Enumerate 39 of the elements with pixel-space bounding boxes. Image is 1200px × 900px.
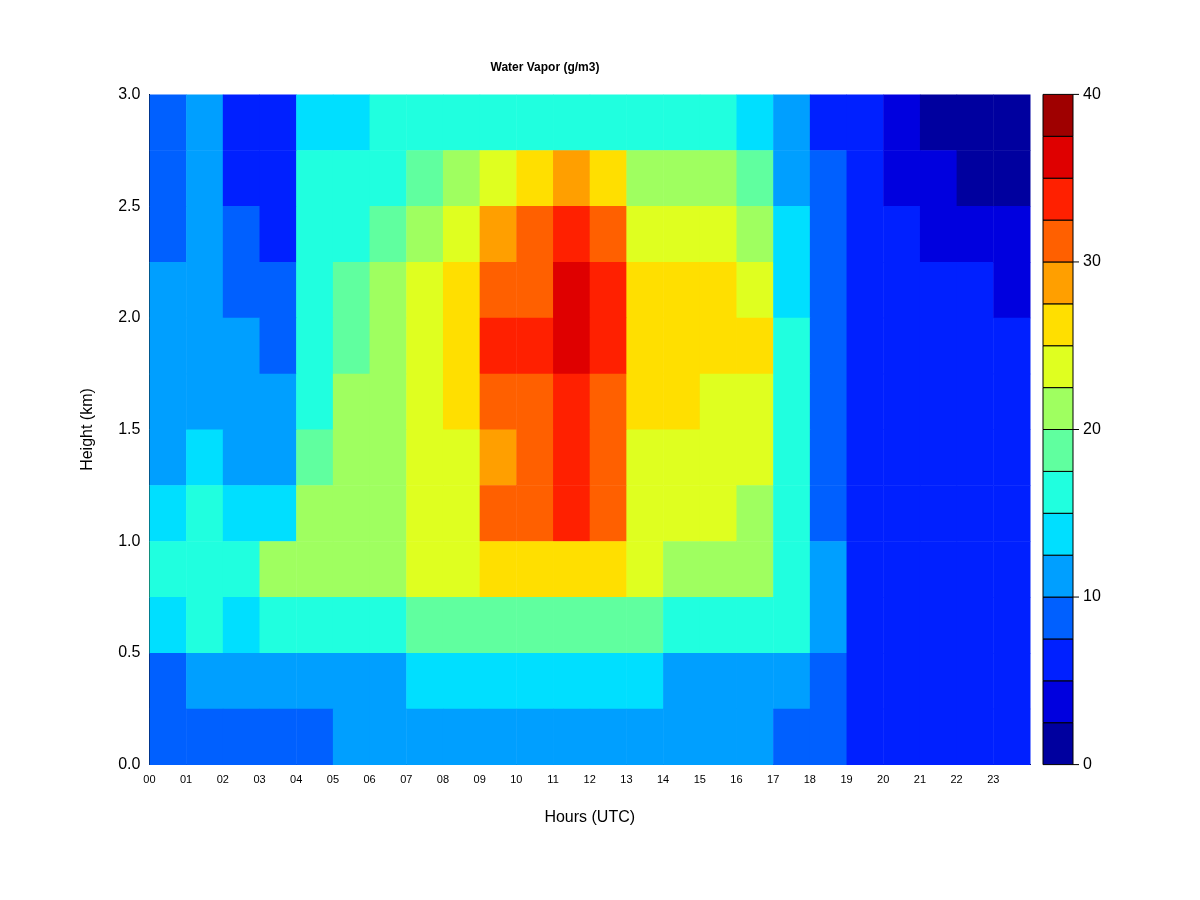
chart-title: Water Vapor (g/m3) xyxy=(490,59,600,74)
x-tick-label: 03 xyxy=(253,773,266,786)
x-tick-label: 00 xyxy=(143,773,156,786)
x-tick-label: 22 xyxy=(950,773,963,786)
x-tick-label: 18 xyxy=(803,773,816,786)
x-tick-label: 17 xyxy=(767,773,780,786)
y-tick-label: 2.5 xyxy=(118,196,141,214)
x-tick-label: 05 xyxy=(326,773,340,786)
x-tick-label: 11 xyxy=(547,773,559,786)
y-tick-label: 2.0 xyxy=(118,308,141,326)
y-tick-label: 1.0 xyxy=(118,531,141,549)
x-tick-label: 04 xyxy=(290,773,303,786)
x-tick-label: 13 xyxy=(620,773,633,786)
x-tick-label: 20 xyxy=(877,773,890,786)
color-bar-label: 30 xyxy=(1083,252,1101,270)
y-tick-label: 3.0 xyxy=(118,84,141,102)
x-tick-label: 14 xyxy=(656,773,670,786)
color-bar-label: 10 xyxy=(1083,587,1101,605)
color-bar-label: 40 xyxy=(1083,84,1101,102)
x-tick-label: 09 xyxy=(473,773,486,786)
x-tick-label: 02 xyxy=(216,773,229,786)
x-tick-label: 07 xyxy=(400,773,413,786)
x-tick-label: 10 xyxy=(510,773,523,786)
y-tick-label: 0.0 xyxy=(118,755,141,773)
x-tick-label: 08 xyxy=(436,773,450,786)
x-tick-label: 16 xyxy=(730,773,743,786)
x-tick-label: 15 xyxy=(693,773,706,786)
color-bar-label: 20 xyxy=(1083,419,1101,437)
y-tick-label: 0.5 xyxy=(118,643,141,661)
x-tick-label: 19 xyxy=(840,773,853,786)
x-tick-label: 23 xyxy=(987,773,1000,786)
x-tick-label: 01 xyxy=(180,773,193,786)
x-tick-label: 12 xyxy=(583,773,596,786)
color-bar-label: 0 xyxy=(1083,755,1092,773)
x-tick-label: 21 xyxy=(913,773,927,786)
y-axis-title: Height (km) xyxy=(78,388,96,471)
x-axis-title: Hours (UTC) xyxy=(544,807,636,825)
x-tick-label: 06 xyxy=(363,773,376,786)
y-tick-label: 1.5 xyxy=(118,419,141,437)
